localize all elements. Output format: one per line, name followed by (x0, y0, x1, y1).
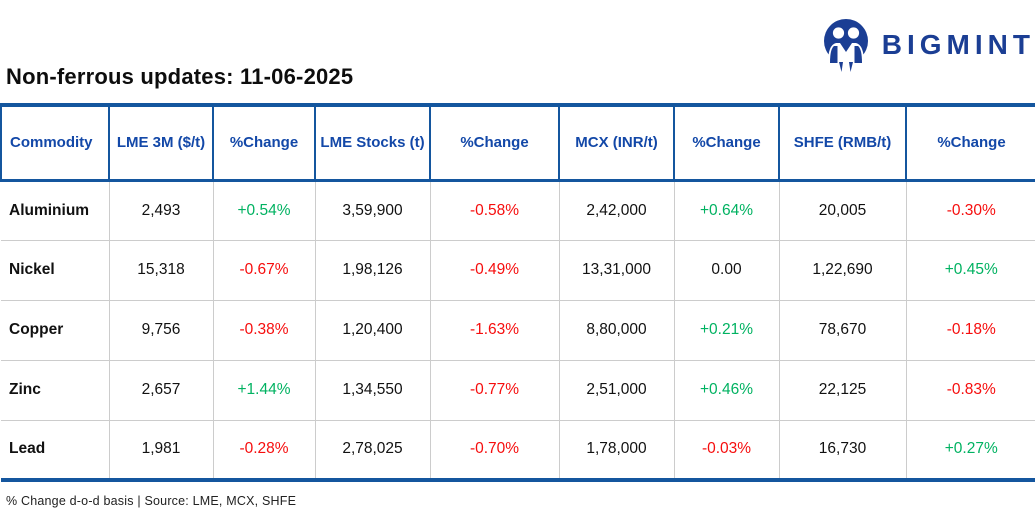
commodity-cell: Nickel (1, 240, 110, 301)
bigmint-people-icon (823, 19, 868, 72)
col-header-shfe-change: %Change (905, 103, 1035, 182)
change-cell: +0.45% (905, 240, 1035, 301)
commodity-cell: Copper (1, 300, 110, 361)
value-cell: 2,78,025 (314, 420, 431, 482)
non-ferrous-table: Commodity LME 3M ($/t) %Change LME Stock… (0, 103, 1035, 482)
change-cell: -0.58% (429, 180, 560, 241)
value-cell: 22,125 (778, 360, 907, 421)
col-header-commodity: Commodity (0, 103, 110, 182)
table-row-lead: Lead 1,981 -0.28% 2,78,025 -0.70% 1,78,0… (1, 420, 1035, 482)
value-cell: 78,670 (778, 300, 907, 361)
change-cell: -0.18% (905, 300, 1035, 361)
value-cell: 1,20,400 (314, 300, 431, 361)
value-cell: 20,005 (778, 180, 907, 241)
commodity-cell: Zinc (1, 360, 110, 421)
value-cell: 1,22,690 (778, 240, 907, 301)
change-cell: +0.64% (673, 180, 780, 241)
table-row-zinc: Zinc 2,657 +1.44% 1,34,550 -0.77% 2,51,0… (1, 360, 1035, 421)
value-cell: 2,657 (108, 360, 214, 421)
value-cell: 16,730 (778, 420, 907, 482)
commodity-cell: Lead (1, 420, 110, 482)
col-header-mcx: MCX (INR/t) (558, 103, 675, 182)
change-cell: +1.44% (212, 360, 316, 421)
change-cell: -0.28% (212, 420, 316, 482)
change-cell: +0.54% (212, 180, 316, 241)
change-cell: -0.30% (905, 180, 1035, 241)
change-cell: -0.83% (905, 360, 1035, 421)
value-cell: 1,34,550 (314, 360, 431, 421)
bigmint-logo: BIGMINT (820, 16, 1035, 74)
value-cell: 3,59,900 (314, 180, 431, 241)
value-cell: 2,493 (108, 180, 214, 241)
value-cell: 8,80,000 (558, 300, 675, 361)
table-row-nickel: Nickel 15,318 -0.67% 1,98,126 -0.49% 13,… (1, 240, 1035, 301)
value-cell: 2,42,000 (558, 180, 675, 241)
value-cell: 13,31,000 (558, 240, 675, 301)
table-header-row: Commodity LME 3M ($/t) %Change LME Stock… (0, 103, 1035, 182)
col-header-lme-change: %Change (212, 103, 316, 182)
change-cell: -0.77% (429, 360, 560, 421)
source-footnote: % Change d-o-d basis | Source: LME, MCX,… (6, 494, 297, 508)
change-cell: -0.67% (212, 240, 316, 301)
change-cell: -0.49% (429, 240, 560, 301)
change-cell: -1.63% (429, 300, 560, 361)
col-header-shfe: SHFE (RMB/t) (778, 103, 907, 182)
change-cell: -0.38% (212, 300, 316, 361)
change-cell: +0.21% (673, 300, 780, 361)
change-cell: +0.27% (905, 420, 1035, 482)
brand-name: BIGMINT (881, 29, 1035, 60)
col-header-stocks-change: %Change (429, 103, 560, 182)
change-cell: +0.46% (673, 360, 780, 421)
value-cell: 1,98,126 (314, 240, 431, 301)
commodity-cell: Aluminium (1, 180, 110, 241)
change-cell: -0.03% (673, 420, 780, 482)
value-cell: 1,78,000 (558, 420, 675, 482)
page-title: Non-ferrous updates: 11-06-2025 (6, 64, 354, 89)
col-header-mcx-change: %Change (673, 103, 780, 182)
table-row-aluminium: Aluminium 2,493 +0.54% 3,59,900 -0.58% 2… (1, 180, 1035, 241)
value-cell: 1,981 (108, 420, 214, 482)
col-header-lme-3m: LME 3M ($/t) (108, 103, 214, 182)
col-header-lme-stocks: LME Stocks (t) (314, 103, 431, 182)
value-cell: 9,756 (108, 300, 214, 361)
page-header: BIGMINT Non-ferrous updates: 11-06-2025 (0, 0, 1035, 103)
value-cell: 15,318 (108, 240, 214, 301)
change-cell: 0.00 (673, 240, 780, 301)
table-row-copper: Copper 9,756 -0.38% 1,20,400 -1.63% 8,80… (1, 300, 1035, 361)
change-cell: -0.70% (429, 420, 560, 482)
value-cell: 2,51,000 (558, 360, 675, 421)
